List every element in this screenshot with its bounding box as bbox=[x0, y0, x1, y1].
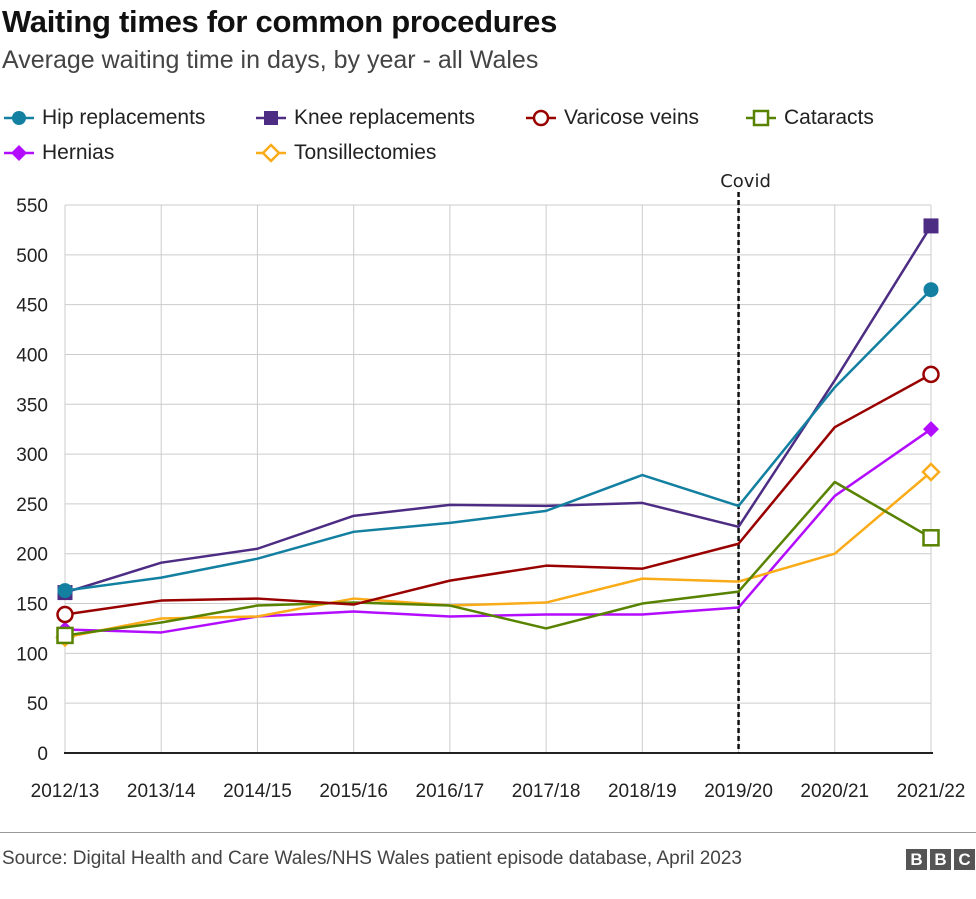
legend-label: Knee replacements bbox=[294, 106, 475, 129]
legend-swatch-icon bbox=[746, 109, 776, 127]
x-tick-label: 2018/19 bbox=[608, 781, 677, 802]
footer-divider bbox=[0, 832, 976, 833]
legend-swatch-icon bbox=[256, 111, 286, 125]
x-tick-label: 2013/14 bbox=[127, 781, 196, 802]
x-tick-label: 2020/21 bbox=[800, 781, 869, 802]
marker-circle bbox=[532, 109, 550, 127]
source-note: Source: Digital Health and Care Wales/NH… bbox=[2, 848, 742, 869]
marker-square bbox=[923, 218, 939, 234]
legend-item: Hip replacements bbox=[2, 106, 205, 130]
legend-swatch-icon bbox=[4, 111, 34, 125]
series-line bbox=[64, 428, 932, 634]
x-tick-label: 2017/18 bbox=[512, 781, 581, 802]
legend-item: Knee replacements bbox=[254, 106, 475, 130]
x-tick-label: 2016/17 bbox=[416, 781, 485, 802]
legend-label: Hernias bbox=[42, 141, 115, 164]
y-tick-label: 450 bbox=[16, 296, 48, 317]
marker-square bbox=[752, 109, 770, 127]
marker-square bbox=[264, 111, 278, 125]
series-hip-replacements bbox=[57, 282, 939, 599]
marker-square bbox=[56, 626, 74, 645]
y-tick-label: 0 bbox=[37, 744, 48, 765]
marker-circle bbox=[12, 111, 26, 125]
series-cataracts bbox=[56, 480, 940, 645]
marker-square bbox=[922, 529, 940, 547]
marker-circle bbox=[923, 282, 939, 298]
marker-circle bbox=[922, 365, 940, 384]
marker-circle bbox=[57, 583, 73, 599]
y-tick-label: 100 bbox=[16, 644, 48, 665]
series-line bbox=[64, 225, 933, 594]
y-tick-label: 200 bbox=[16, 545, 48, 566]
bbc-logo: B B C bbox=[906, 849, 975, 870]
marker-diamond bbox=[11, 145, 27, 161]
x-tick-label: 2015/16 bbox=[319, 781, 388, 802]
x-tick-label: 2014/15 bbox=[223, 781, 292, 802]
marker-circle bbox=[56, 605, 74, 624]
series-varicose-veins bbox=[56, 365, 940, 624]
marker-diamond bbox=[261, 143, 281, 163]
series-line bbox=[64, 288, 932, 592]
legend-label: Varicose veins bbox=[564, 106, 700, 129]
marker-diamond bbox=[921, 462, 941, 482]
y-tick-label: 550 bbox=[16, 196, 48, 217]
y-tick-label: 400 bbox=[16, 345, 48, 366]
legend-item: Hernias bbox=[2, 141, 114, 165]
series-line bbox=[64, 480, 932, 637]
bbc-logo-letter: B bbox=[930, 849, 951, 870]
legend-label: Cataracts bbox=[784, 106, 874, 129]
line-chart: 0 50 100 150 200 250 300 350 400 450 500 550 2012/13… bbox=[16, 171, 966, 802]
legend-item: Varicose veins bbox=[524, 106, 699, 130]
y-tick-label: 50 bbox=[27, 694, 48, 715]
chart-title: Waiting times for common procedures bbox=[2, 4, 558, 39]
x-tick-label: 2019/20 bbox=[704, 781, 773, 802]
legend-item: Tonsillectomies bbox=[254, 141, 436, 165]
y-tick-label: 250 bbox=[16, 495, 48, 516]
legend-swatch-icon bbox=[256, 143, 286, 163]
legend-swatch-icon bbox=[4, 145, 34, 161]
series-knee-replacements bbox=[57, 218, 939, 601]
x-tick-label: 2012/13 bbox=[31, 781, 100, 802]
legend-swatch-icon bbox=[526, 109, 556, 127]
series-line bbox=[64, 471, 932, 639]
marker-diamond bbox=[923, 421, 939, 438]
covid-label: Covid bbox=[720, 171, 771, 192]
chart-subtitle: Average waiting time in days, by year - … bbox=[2, 46, 539, 74]
series-line bbox=[64, 373, 932, 616]
x-tick-label: 2021/22 bbox=[897, 781, 966, 802]
legend-label: Tonsillectomies bbox=[294, 141, 437, 164]
legend-item: Cataracts bbox=[744, 106, 874, 130]
bbc-logo-letter: B bbox=[906, 849, 927, 870]
y-tick-label: 350 bbox=[16, 395, 48, 416]
legend-label: Hip replacements bbox=[42, 106, 206, 129]
bbc-logo-letter: C bbox=[954, 849, 975, 870]
y-tick-label: 150 bbox=[16, 595, 48, 616]
y-tick-label: 300 bbox=[16, 445, 48, 466]
y-tick-label: 500 bbox=[16, 246, 48, 267]
